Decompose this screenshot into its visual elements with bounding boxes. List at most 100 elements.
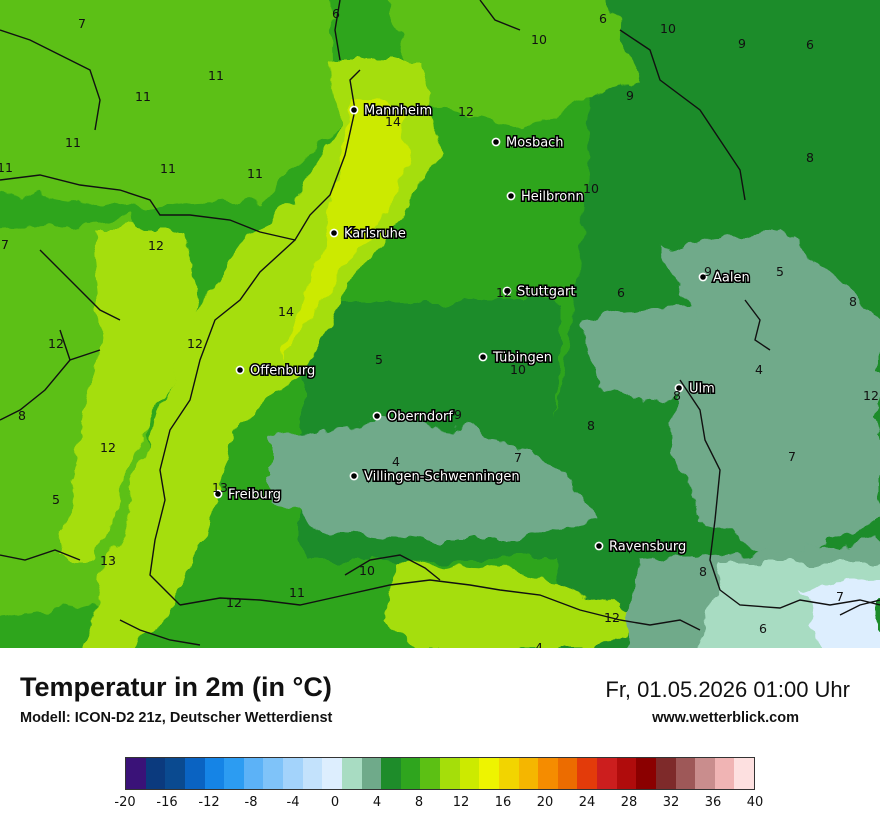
legend-tick-label: -4 (286, 795, 300, 810)
temperature-value: 8 (587, 418, 595, 433)
borders (0, 0, 880, 646)
temperature-value: 14 (385, 114, 401, 129)
legend-tick-label: 24 (578, 795, 596, 810)
city-label: Freiburg (228, 488, 281, 503)
city-dot (491, 137, 501, 147)
city-dot (349, 471, 359, 481)
city-label: Karlsruhe (344, 227, 406, 242)
temperature-value: 11 (0, 160, 13, 175)
temperature-value: 6 (599, 11, 607, 26)
city-dot (349, 105, 359, 115)
temperature-value: 13 (212, 480, 228, 495)
city-label: Tübingen (492, 351, 552, 366)
temperature-value: 7 (78, 16, 86, 31)
city-freiburg: Freiburg (213, 486, 283, 504)
city-mosbach: Mosbach (491, 134, 565, 152)
temperature-value: 7 (1, 237, 9, 252)
temperature-value: 8 (18, 408, 26, 423)
temperature-value: 14 (278, 304, 294, 319)
city-dot (329, 228, 339, 238)
temperature-value: 6 (617, 285, 625, 300)
legend-swatch (479, 758, 499, 789)
city-dot (698, 272, 708, 282)
legend-swatch (204, 758, 225, 789)
city-label: Villingen-Schwenningen (364, 470, 520, 485)
city-dot (674, 383, 684, 393)
temperature-value: 4 (392, 454, 400, 469)
legend-swatch (655, 758, 676, 789)
temperature-value: 6 (759, 621, 767, 636)
city-t-bingen: Tübingen (478, 349, 554, 367)
temperature-value: 13 (100, 553, 116, 568)
city-dot (502, 286, 512, 296)
website-link[interactable]: www.wetterblick.com (652, 710, 799, 726)
temperature-value: 12 (226, 595, 242, 610)
legend-swatch (498, 758, 519, 789)
temperature-value: 12 (604, 610, 620, 625)
legend-ticks: -20 -16 -12 -8 -4 0 4 8 12 16 20 24 28 32 36 40 (114, 795, 763, 813)
temperature-value: 11 (135, 89, 151, 104)
legend-swatch (518, 758, 539, 789)
city-aalen: Aalen (698, 269, 751, 287)
legend-swatch (597, 758, 617, 789)
legend-swatch (165, 758, 185, 789)
legend-tick-label: 28 (620, 795, 638, 810)
city-label: Aalen (713, 271, 750, 286)
temperature-value: 12 (496, 285, 512, 300)
legend-tick-label: -16 (156, 795, 178, 810)
city-label: Ravensburg (609, 540, 686, 555)
legend-swatch (538, 758, 558, 789)
temperature-value: 10 (359, 563, 375, 578)
temperature-value: 7 (788, 449, 796, 464)
temperature-value: 11 (208, 68, 224, 83)
city-dot (372, 411, 382, 421)
temperature-value: 6 (806, 37, 814, 52)
color-legend (125, 757, 755, 790)
legend-swatch (675, 758, 696, 789)
city-dot (594, 541, 604, 551)
temperature-value: 8 (673, 388, 681, 403)
temperature-value: 12 (100, 440, 116, 455)
city-dot (213, 489, 223, 499)
temperature-value: 8 (806, 150, 814, 165)
temperature-value: 10 (510, 362, 526, 377)
temperature-value: 8 (699, 564, 707, 579)
legend-swatch (695, 758, 715, 789)
city-label: Ulm (689, 382, 715, 397)
temperature-value: 11 (160, 161, 176, 176)
legend-swatch (616, 758, 637, 789)
city-label: Oberndorf (387, 410, 453, 425)
temperature-value: 4 (535, 640, 543, 648)
legend-swatch (283, 758, 303, 789)
legend-tick-label: 0 (330, 795, 340, 810)
temperature-value: 12 (458, 104, 474, 119)
temperature-value: 7 (514, 450, 522, 465)
temperature-field (0, 0, 880, 648)
city-dot (506, 191, 516, 201)
temperature-value: 12 (148, 238, 164, 253)
legend-tick-label: -20 (114, 795, 136, 810)
temperature-value: 6 (332, 6, 340, 21)
temperature-value: 9 (738, 36, 746, 51)
legend-swatch (557, 758, 578, 789)
legend-tick-label: 8 (414, 795, 424, 810)
legend-tick-label: 4 (372, 795, 382, 810)
legend-tick-label: -8 (244, 795, 258, 810)
temperature-value: 11 (289, 585, 305, 600)
city-ravensburg: Ravensburg (594, 538, 688, 556)
legend-tick-label: 16 (494, 795, 512, 810)
legend-tick-label: 32 (662, 795, 680, 810)
city-dot (478, 352, 488, 362)
temperature-value: 9 (626, 88, 634, 103)
legend-swatch (184, 758, 205, 789)
city-stuttgart: Stuttgart (502, 283, 577, 301)
map-title: Temperatur in 2m (in °C) (20, 672, 332, 702)
legend-swatch (734, 758, 754, 789)
temperature-value: 11 (65, 135, 81, 150)
legend-swatch (243, 758, 264, 789)
temperature-value: 5 (52, 492, 60, 507)
legend-swatch (636, 758, 656, 789)
temperature-value: 12 (48, 336, 64, 351)
legend-swatch (420, 758, 440, 789)
legend-swatch (302, 758, 323, 789)
